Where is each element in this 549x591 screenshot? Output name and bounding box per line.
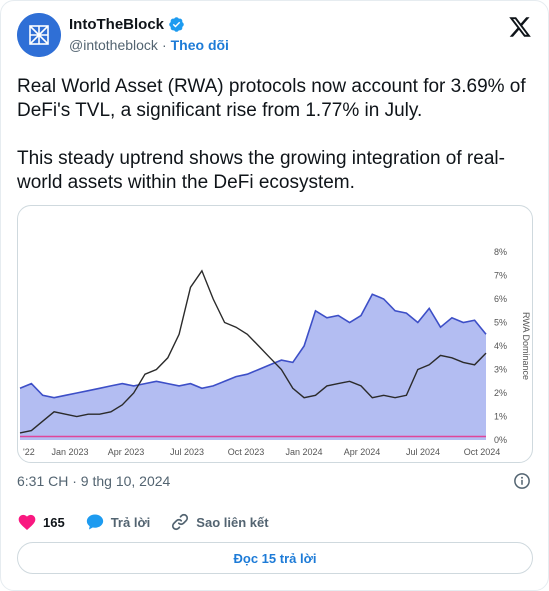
author-handle[interactable]: @intotheblock	[69, 37, 158, 53]
read-replies-button[interactable]: Đọc 15 trả lời	[17, 542, 533, 574]
y-tick-label: 8%	[494, 247, 507, 257]
x-tick-label: Jul 2024	[406, 447, 440, 457]
x-tick-label: Jan 2023	[51, 447, 88, 457]
y-tick-label: 2%	[494, 388, 507, 398]
action-bar: 165 Trả lời Sao liên kết	[17, 511, 289, 533]
info-icon[interactable]	[513, 472, 531, 490]
author-display-name[interactable]: IntoTheBlock	[69, 16, 165, 33]
tweet-paragraph-2: This steady uptrend shows the growing in…	[17, 148, 505, 193]
y-axis-title: RWA Dominance	[521, 312, 531, 380]
copy-link-label: Sao liên kết	[196, 514, 269, 530]
speech-bubble-icon	[86, 514, 103, 530]
tweet-text: Real World Asset (RWA) protocols now acc…	[17, 75, 534, 195]
like-button[interactable]: 165	[17, 512, 65, 532]
x-tick-label: Oct 2024	[464, 447, 501, 457]
chart-image[interactable]: 0% 1% 2% 3% 4% 5% 6% 7% 8% '22 Jan 2023 Apr 2023 Jul…	[17, 205, 533, 463]
tvl-dark-line	[19, 269, 487, 434]
link-icon	[172, 513, 189, 531]
x-tick-label: '22	[23, 447, 35, 457]
reply-label: Trả lời	[110, 514, 151, 530]
y-tick-label: 5%	[494, 318, 507, 328]
author-handle-row: @intotheblock · Theo dõi	[69, 37, 229, 53]
reply-button[interactable]: Trả lời	[85, 512, 151, 532]
author-name-row: IntoTheBlock	[69, 16, 185, 33]
tweet-paragraph-1: Real World Asset (RWA) protocols now acc…	[17, 76, 526, 121]
verified-badge-icon	[169, 17, 184, 32]
tweet-header: IntoTheBlock @intotheblock · Theo dõi	[17, 13, 534, 61]
y-tick-label: 3%	[494, 365, 507, 375]
rwa-area-fill	[20, 294, 486, 440]
follow-button[interactable]: Theo dõi	[170, 37, 229, 53]
y-tick-label: 0%	[494, 435, 507, 445]
handle-separator: ·	[161, 37, 167, 53]
x-logo-icon[interactable]	[508, 15, 532, 39]
x-tick-label: Oct 2023	[228, 447, 265, 457]
copy-link-button[interactable]: Sao liên kết	[170, 512, 269, 532]
rwa-dominance-chart: 0% 1% 2% 3% 4% 5% 6% 7% 8% '22 Jan 2023 Apr 2023 Jul…	[19, 247, 531, 457]
y-tick-label: 1%	[494, 412, 507, 422]
x-tick-label: Apr 2024	[344, 447, 381, 457]
y-tick-label: 6%	[494, 294, 507, 304]
x-tick-label: Apr 2023	[108, 447, 145, 457]
tweet-timestamp[interactable]: 6:31 CH · 9 thg 10, 2024	[17, 473, 171, 489]
y-tick-label: 7%	[494, 271, 507, 281]
x-tick-label: Jan 2024	[285, 447, 322, 457]
rwa-area-line	[19, 293, 487, 399]
intotheblock-logo-icon[interactable]	[17, 13, 61, 57]
like-count: 165	[43, 514, 65, 530]
heart-icon	[18, 514, 36, 530]
y-tick-label: 4%	[494, 341, 507, 351]
x-tick-label: Jul 2023	[170, 447, 204, 457]
